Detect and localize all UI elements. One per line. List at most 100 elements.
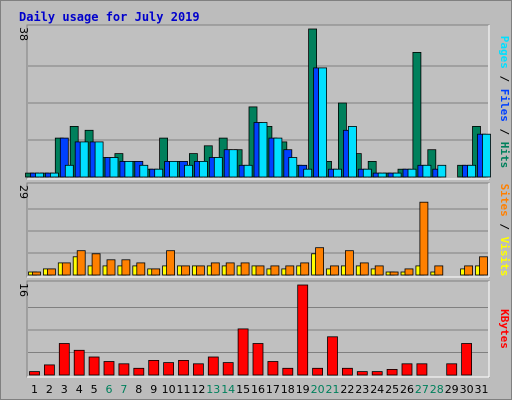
bar-sites-day-23 [359, 262, 369, 276]
bar-kbytes-day-26 [401, 363, 413, 376]
bar-pages-day-11 [184, 164, 193, 178]
chart-title: Daily usage for July 2019 [19, 10, 200, 24]
bar-sites-day-24 [374, 265, 384, 276]
bar-sites-day-18 [285, 265, 295, 276]
bar-sites-day-19 [300, 262, 310, 276]
bar-sites-day-20 [315, 247, 325, 276]
x-tick-label-day-27: 27 [415, 383, 429, 396]
bar-pages-day-26 [407, 168, 417, 178]
bar-sites-day-3 [61, 262, 71, 276]
bar-kbytes-day-1 [29, 371, 40, 376]
bar-pages-day-23 [362, 168, 372, 178]
x-tick-label-day-2: 2 [46, 383, 53, 396]
x-tick-label-day-1: 1 [31, 383, 38, 396]
bar-kbytes-day-2 [44, 364, 55, 376]
x-tick-label-day-10: 10 [162, 383, 176, 396]
y-axis-max-label: 38 [17, 27, 30, 41]
side-label-hits: Hits [498, 142, 511, 169]
side-label-sites: Sites [498, 184, 511, 217]
bar-pages-day-10 [169, 160, 179, 178]
bar-sites-day-16 [255, 265, 265, 276]
bar-sites-day-30 [464, 265, 474, 276]
side-label-separator: / [498, 217, 511, 237]
bar-pages-day-3 [64, 164, 74, 178]
y-axis-max-label: 16 [17, 283, 30, 297]
bar-kbytes-day-20 [312, 367, 324, 376]
bar-sites-day-17 [270, 265, 280, 276]
bar-hits-day-27 [412, 52, 422, 178]
x-tick-label-day-19: 19 [296, 383, 310, 396]
bar-kbytes-day-29 [446, 363, 458, 376]
bar-sites-day-10 [166, 250, 176, 276]
bar-pages-day-16 [258, 122, 268, 178]
bar-kbytes-day-13 [207, 356, 219, 376]
x-tick-label-day-15: 15 [236, 383, 250, 396]
x-tick-label-day-7: 7 [120, 383, 127, 396]
bar-hits-day-10 [159, 137, 169, 178]
side-label-visits_sites: Sites / Visits [498, 184, 511, 277]
x-tick-label-day-21: 21 [326, 383, 340, 396]
bar-pages-day-20 [318, 67, 328, 178]
side-label-separator: / [498, 69, 511, 89]
bar-sites-day-4 [76, 250, 86, 276]
bar-sites-day-7 [121, 259, 131, 276]
x-tick-label-day-29: 29 [445, 383, 459, 396]
bar-kbytes-day-27 [416, 363, 428, 376]
x-tick-label-day-5: 5 [91, 383, 98, 396]
side-label-separator: / [498, 122, 511, 142]
bar-pages-day-17 [273, 137, 283, 178]
side-label-kbytes: KBytes [498, 309, 511, 349]
bar-kbytes-day-6 [103, 361, 115, 376]
x-tick-label-day-26: 26 [400, 383, 414, 396]
bar-sites-day-26 [404, 268, 414, 276]
bar-kbytes-day-30 [461, 343, 473, 376]
x-tick-label-day-8: 8 [135, 383, 142, 396]
bar-kbytes-day-7 [118, 363, 130, 376]
bar-pages-day-19 [303, 168, 313, 178]
bar-sites-day-8 [136, 262, 146, 276]
bar-sites-day-28 [434, 265, 444, 276]
bar-kbytes-day-24 [371, 371, 383, 376]
x-tick-label-day-24: 24 [370, 383, 384, 396]
bar-sites-day-6 [106, 259, 116, 276]
bar-sites-day-15 [240, 262, 250, 276]
bar-pages-day-24 [377, 172, 387, 178]
bar-pages-day-2 [50, 172, 59, 178]
bar-kbytes-day-10 [163, 362, 175, 376]
bar-sites-day-27 [419, 201, 429, 276]
bar-sites-day-11 [181, 265, 190, 276]
bar-kbytes-day-12 [192, 363, 204, 376]
bar-pages-day-5 [94, 141, 104, 178]
bar-pages-day-15 [243, 164, 253, 178]
x-tick-label-day-20: 20 [311, 383, 325, 396]
bar-pages-day-22 [347, 126, 357, 178]
bar-pages-day-27 [422, 164, 432, 178]
bar-sites-day-31 [479, 256, 488, 276]
panel-visits_sites: 29 Sites / Visits [17, 182, 511, 278]
bar-pages-day-7 [124, 160, 134, 178]
bar-kbytes-day-22 [341, 367, 353, 376]
bar-kbytes-day-23 [356, 371, 368, 376]
chart-panels: 38 Pages / Files / Hits 29 Sites / Visits 16… [17, 24, 511, 378]
side-label-visits: Visits [498, 237, 511, 277]
x-axis-labels: 1 2 3 4 5 6 7 8 9 10 11 12 13 14 15 16 17 18 19 20 21 22 23 24 2… [31, 383, 489, 396]
side-label-files: Files [498, 89, 511, 122]
bar-sites-day-22 [344, 250, 354, 276]
bar-pages-day-25 [392, 172, 402, 178]
x-tick-label-day-13: 13 [206, 383, 220, 396]
x-tick-label-day-3: 3 [61, 383, 68, 396]
x-tick-label-day-30: 30 [460, 383, 474, 396]
bar-sites-day-25 [389, 271, 399, 276]
bar-kbytes-day-8 [133, 367, 145, 376]
bar-kbytes-day-14 [222, 362, 234, 376]
bar-sites-day-5 [91, 253, 101, 276]
bar-kbytes-day-3 [58, 343, 70, 376]
x-tick-label-day-9: 9 [150, 383, 157, 396]
y-axis-max-label: 29 [17, 185, 30, 199]
bar-kbytes-day-9 [148, 359, 160, 376]
x-tick-label-day-22: 22 [340, 383, 354, 396]
x-tick-label-day-4: 4 [76, 383, 83, 396]
x-tick-label-day-23: 23 [355, 383, 369, 396]
